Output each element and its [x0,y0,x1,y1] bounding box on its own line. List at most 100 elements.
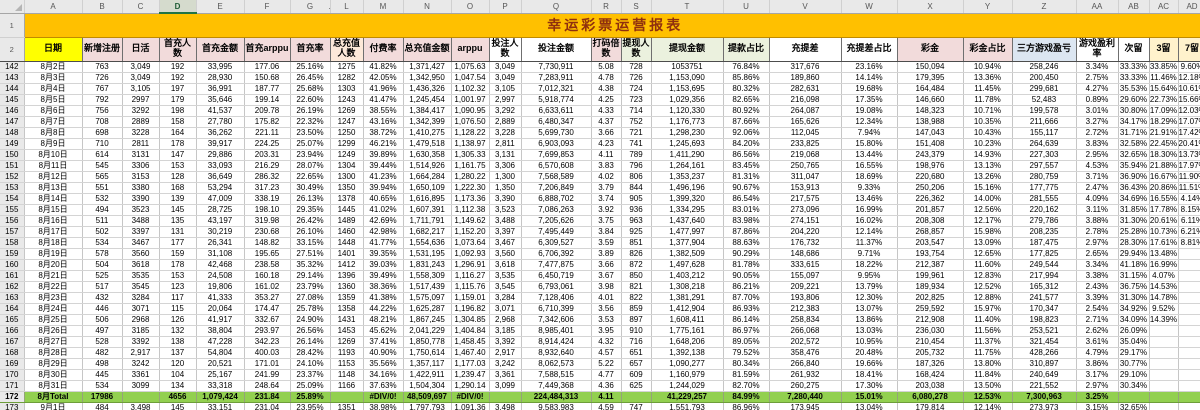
data-cell[interactable]: 33.85% [1149,61,1179,73]
column-header[interactable]: 提现金额 [650,36,724,62]
data-cell[interactable]: 40.65% [363,193,404,205]
data-cell[interactable]: 6,888,702 [521,193,592,205]
data-cell[interactable]: 578 [82,248,123,260]
data-cell[interactable]: 3099 [122,380,160,392]
data-cell[interactable]: 82.65% [723,94,770,106]
data-cell[interactable]: 11.78% [963,94,1013,106]
column-letter-w[interactable]: W [841,0,898,14]
column-header[interactable]: 游戏盈利率 [1075,36,1119,62]
data-cell[interactable]: 721 [621,127,652,139]
data-cell[interactable]: #DIV/0! [363,391,404,403]
data-cell[interactable]: 1,112.38 [451,204,490,216]
data-cell[interactable] [1149,347,1179,359]
data-cell[interactable]: 187,475 [1012,237,1077,249]
row-number[interactable]: 150 [0,149,25,161]
row-number[interactable]: 170 [0,369,25,381]
data-cell[interactable]: 1358 [330,303,364,315]
data-cell[interactable]: 41,333 [196,292,245,304]
data-cell[interactable]: 13.73% [1178,149,1200,161]
data-cell[interactable]: 792 [82,94,123,106]
data-cell[interactable]: 41.23% [363,171,404,183]
data-cell[interactable] [489,391,522,403]
data-cell[interactable]: 224,484,313 [521,391,592,403]
data-cell[interactable]: 30.49% [290,182,331,194]
data-cell[interactable]: 3,099 [489,380,522,392]
row-number[interactable]: 152 [0,171,25,183]
data-cell[interactable]: 128 [159,171,197,183]
data-cell[interactable]: 26.56% [290,325,331,337]
data-cell[interactable]: 6,309,527 [521,237,592,249]
data-cell[interactable]: 221,552 [1012,380,1077,392]
data-cell[interactable]: 910 [621,325,652,337]
data-cell[interactable]: 2997 [122,94,160,106]
data-cell[interactable]: 3390 [122,193,160,205]
data-cell[interactable]: 3545 [122,281,160,293]
data-cell[interactable]: 28,725 [196,204,245,216]
column-letter-a[interactable]: A [24,0,83,14]
row-number[interactable]: 144 [0,83,25,95]
data-cell[interactable]: 1,775,161 [651,325,724,337]
data-cell[interactable]: 11.56% [963,325,1013,337]
data-cell[interactable]: 1282 [330,72,364,84]
data-cell[interactable]: 10.95% [841,336,898,348]
data-cell[interactable]: 10.73% [1149,226,1179,238]
data-cell[interactable]: 3.38% [1076,270,1119,282]
data-cell[interactable]: 1,437,640 [651,215,724,227]
data-cell[interactable]: 1,422,911 [403,369,452,381]
data-cell[interactable]: 195.65 [244,248,291,260]
data-cell[interactable]: 178 [159,138,197,150]
data-cell[interactable]: 7,730,911 [521,61,592,73]
row-number[interactable]: 147 [0,116,25,128]
data-cell[interactable]: 16.99% [1149,259,1179,271]
data-cell[interactable]: 260,275 [769,380,842,392]
data-cell[interactable]: 528 [82,336,123,348]
data-cell[interactable]: 164,484 [897,83,964,95]
data-cell[interactable]: 1,176,773 [651,116,724,128]
data-cell[interactable] [1178,380,1200,392]
data-cell[interactable]: 29.17% [1118,347,1150,359]
data-cell[interactable]: 14.39% [1149,314,1179,326]
date-cell[interactable]: 8月27日 [24,336,83,348]
row-number[interactable]: 156 [0,215,25,227]
data-cell[interactable]: 193,806 [769,292,842,304]
data-cell[interactable]: 264,639 [1012,138,1077,150]
data-cell[interactable]: 517 [82,281,123,293]
data-cell[interactable]: 13.03% [841,325,898,337]
data-cell[interactable]: 925 [621,226,652,238]
data-cell[interactable]: 1,153,695 [651,83,724,95]
data-cell[interactable]: 9.52% [1149,303,1179,315]
data-cell[interactable]: 155,097 [769,270,842,282]
data-cell[interactable]: 625 [621,380,652,392]
data-cell[interactable]: 724 [621,83,652,95]
data-cell[interactable]: 209,221 [769,281,842,293]
data-cell[interactable]: 12.53% [963,391,1013,403]
data-cell[interactable]: 2,889 [489,116,522,128]
date-cell[interactable]: 8月3日 [24,72,83,84]
data-cell[interactable]: 1304 [330,160,364,172]
data-cell[interactable]: 7,588,515 [521,369,592,381]
data-cell[interactable]: 17.35% [841,94,898,106]
data-cell[interactable]: 1396 [330,270,364,282]
column-header[interactable]: 打码倍数 [590,36,622,62]
data-cell[interactable]: 165,626 [769,116,842,128]
data-cell[interactable]: 19.66% [841,358,898,370]
data-cell[interactable]: 25.68% [290,83,331,95]
column-letter-z[interactable]: Z [1012,0,1077,14]
data-cell[interactable]: 1350 [330,182,364,194]
data-cell[interactable]: 28,930 [196,72,245,84]
data-cell[interactable]: 1,353,237 [651,171,724,183]
data-cell[interactable] [1149,325,1179,337]
data-cell[interactable]: 6.11% [1178,215,1200,227]
data-cell[interactable]: 1412 [330,259,364,271]
row-number[interactable]: 159 [0,248,25,260]
data-cell[interactable]: 23.94% [290,149,331,161]
data-cell[interactable]: 657 [621,358,652,370]
data-cell[interactable]: 4.57 [591,347,622,359]
data-cell[interactable]: 1,650,109 [403,182,452,194]
data-cell[interactable]: 158 [159,116,197,128]
column-header[interactable]: 首充率 [289,36,331,62]
column-letter-m[interactable]: M [363,0,404,14]
data-cell[interactable]: 216.29 [244,160,291,172]
data-cell[interactable]: 9.95% [841,270,898,282]
row-number[interactable]: 146 [0,105,25,117]
